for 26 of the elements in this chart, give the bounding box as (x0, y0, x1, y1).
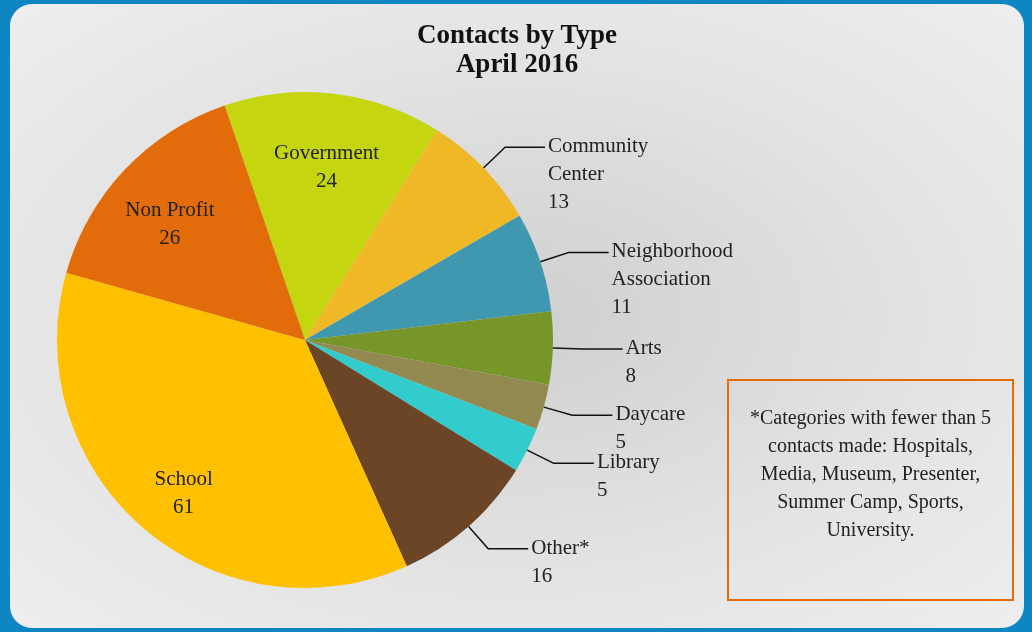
slice-label: Daycare (615, 401, 686, 426)
data-label: 16 (531, 562, 553, 587)
slice-label: School (154, 465, 213, 490)
chart-title: Contacts by Type (416, 19, 618, 49)
slice-label: Arts (625, 335, 662, 360)
pie-slice (305, 340, 517, 567)
pie-slice (305, 340, 537, 471)
data-label: 24 (316, 168, 338, 193)
data-label: 11 (611, 294, 632, 319)
pie-slice (224, 92, 438, 340)
data-label: 13 (548, 189, 570, 214)
slice-label: Community Center (548, 133, 649, 186)
data-label: 8 (625, 363, 637, 388)
slice-label: Other* (531, 534, 590, 559)
data-label: 26 (159, 225, 181, 250)
slice-label: Government (274, 140, 380, 165)
pie-slice (305, 311, 553, 385)
data-label: 61 (173, 493, 195, 518)
pie-slice (305, 215, 552, 340)
slice-label: Non Profit (125, 197, 215, 222)
text: *Categories with fewer than 5 contacts made: Hospitals, Media, Museum, Presenter, Summer Camp, Sports, University. (727, 379, 1014, 601)
data-label: 5 (596, 477, 608, 502)
pie-slice (305, 340, 549, 430)
slice-label: Neighborhood Association (611, 238, 734, 291)
chart-subtitle: April 2016 (455, 48, 579, 78)
pie-slice (57, 272, 407, 588)
